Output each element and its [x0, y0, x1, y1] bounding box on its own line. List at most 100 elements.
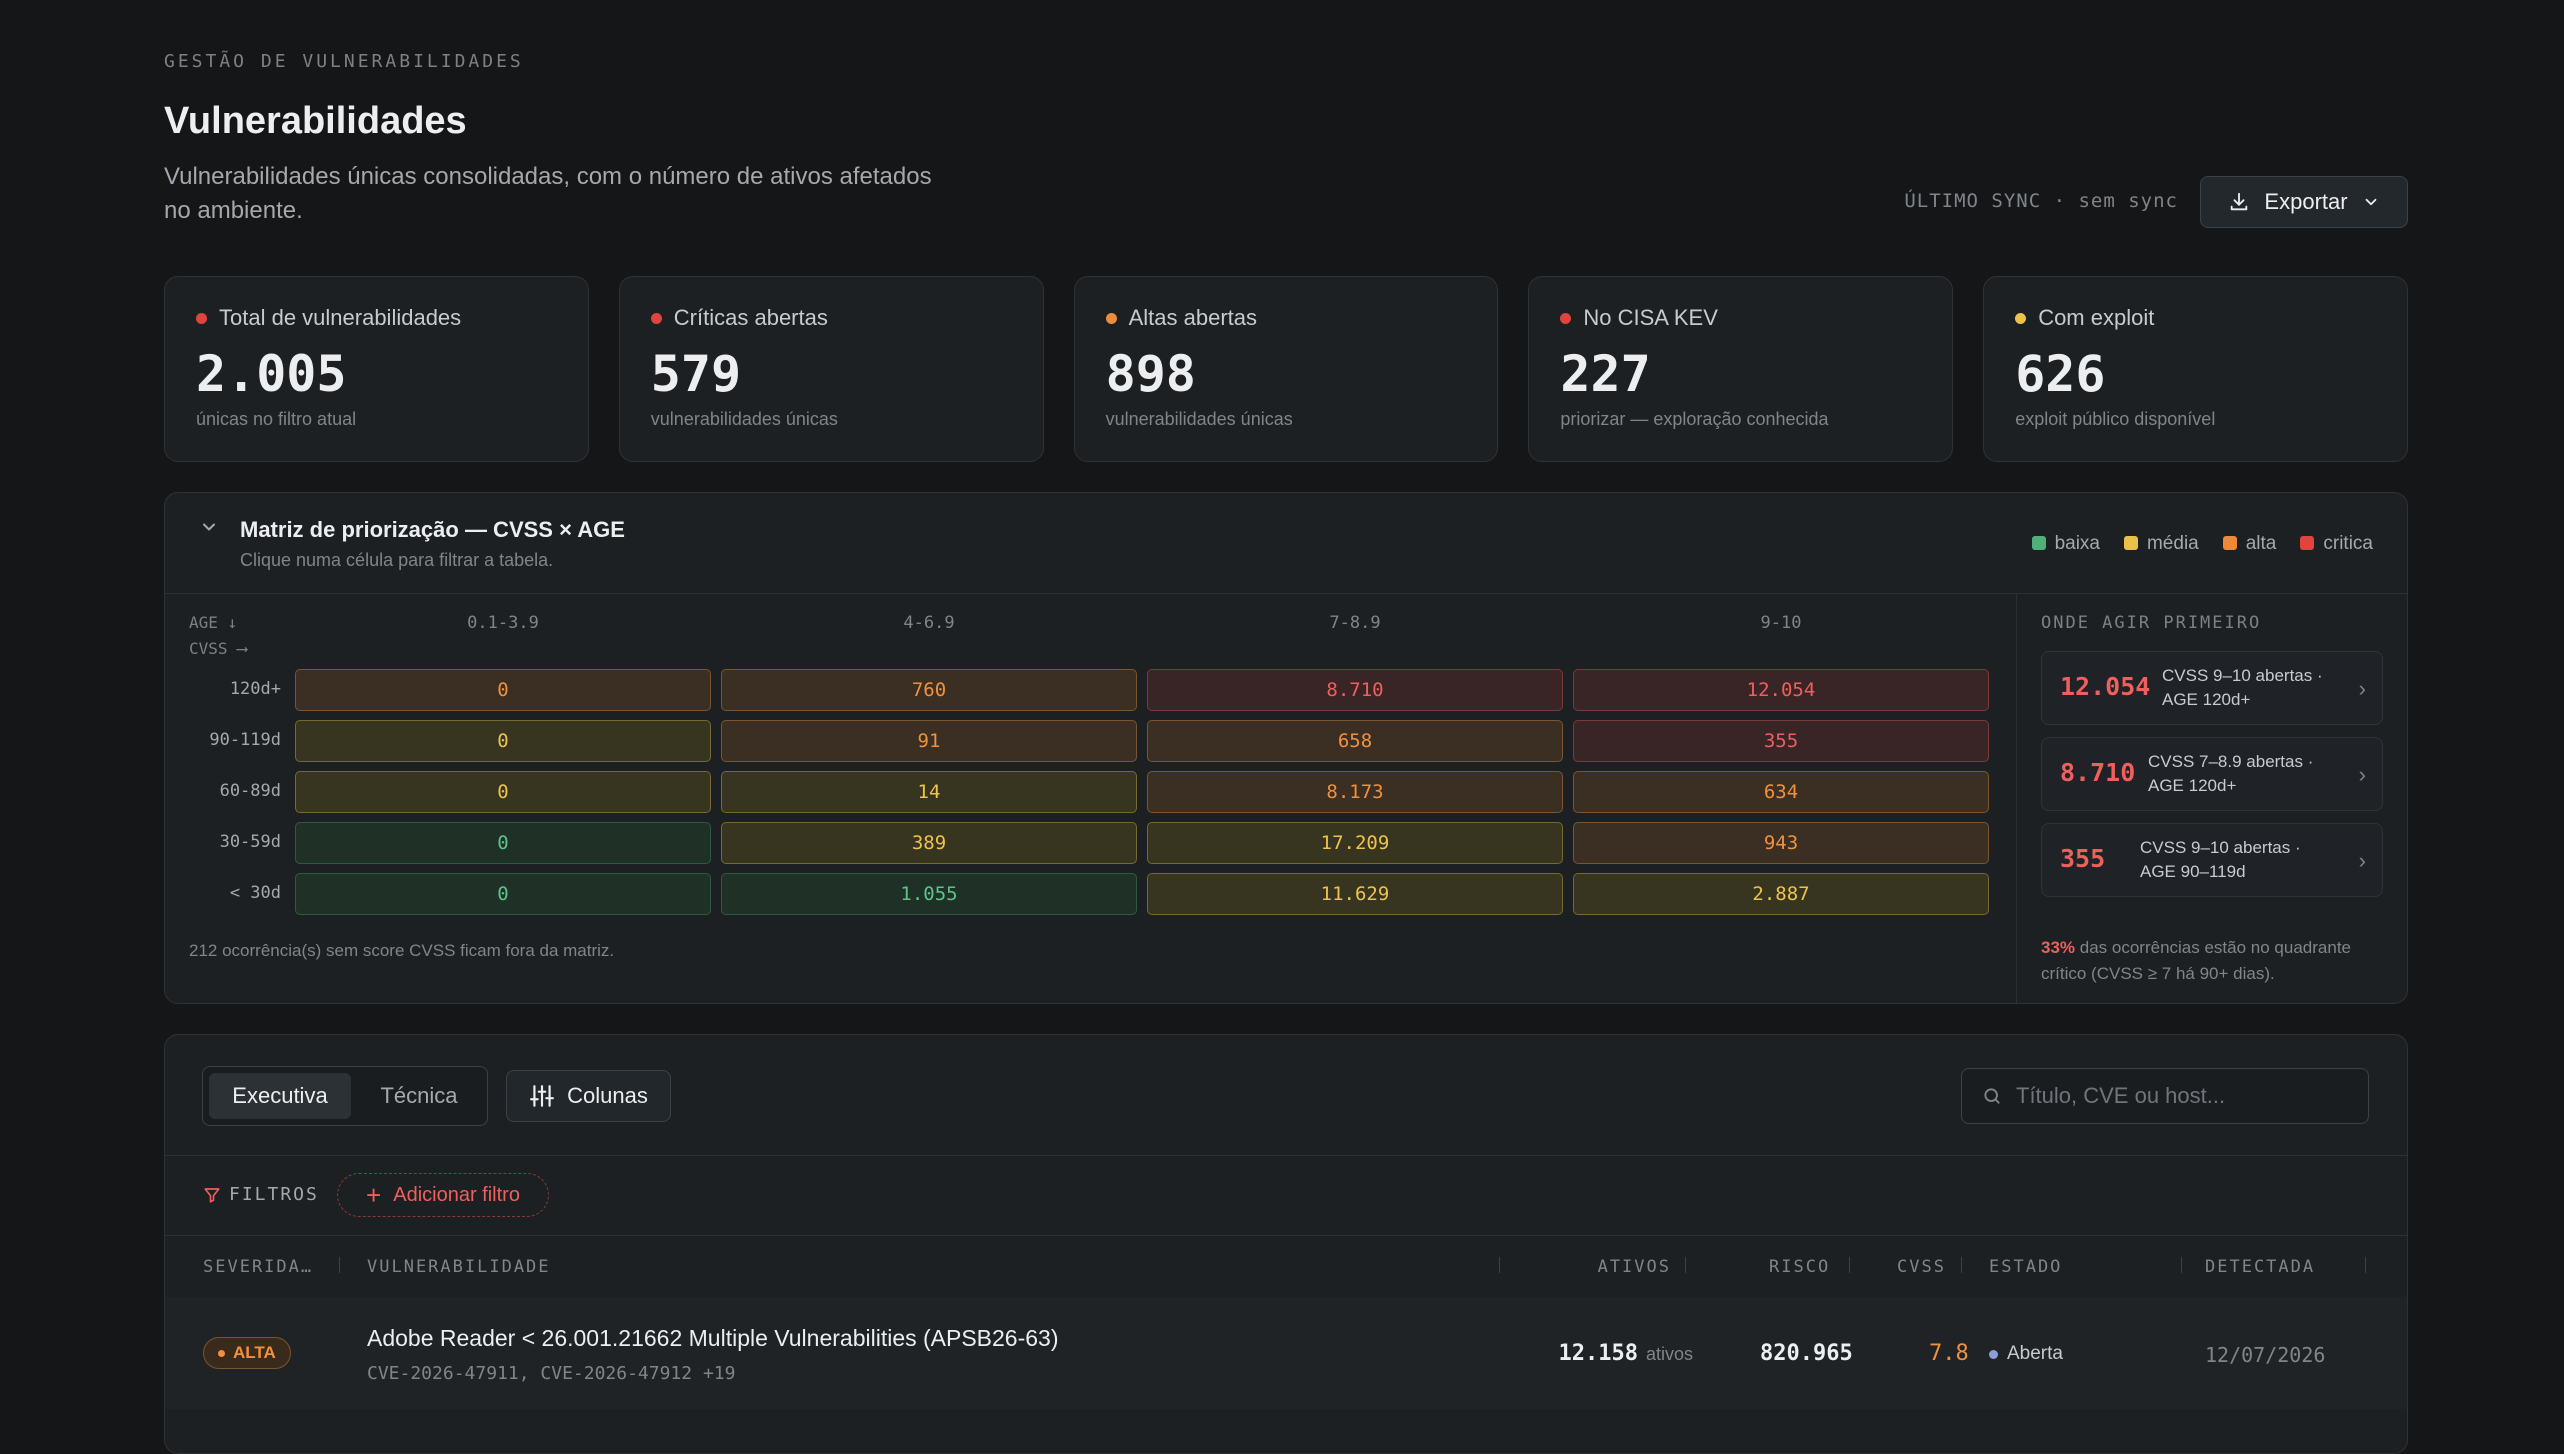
matrix-row-header: 120d+	[229, 679, 281, 699]
matrix-footnote: 212 ocorrência(s) sem score CVSS ficam f…	[189, 941, 615, 960]
tab-tecnica[interactable]: Técnica	[380, 1083, 458, 1108]
priority-action[interactable]: 355 CVSS 9–10 abertas · AGE 90–119d ›	[2041, 823, 2383, 897]
add-filter-button[interactable]: + Adicionar filtro	[337, 1173, 549, 1217]
legend-swatch	[2222, 536, 2237, 550]
cvss-axis-label: CVSS ⟶	[189, 639, 247, 658]
search-box[interactable]	[1961, 1068, 2369, 1124]
matrix-cell[interactable]: 12.054	[1573, 669, 1989, 711]
page-subtitle: Vulnerabilidades únicas consolidadas, co…	[164, 163, 932, 224]
table-toolbar: Executiva Técnica Colunas	[165, 1035, 2407, 1156]
action-value: 355	[2060, 844, 2106, 873]
chevron-right-icon: ›	[2358, 762, 2366, 787]
matrix-legend: baixa média alta critica	[2031, 533, 2373, 555]
header-severity[interactable]: SEVERIDA…	[203, 1257, 314, 1277]
priority-matrix: Matriz de priorização — CVSS × AGE Cliqu…	[164, 492, 2408, 1004]
header-risk[interactable]: RISCO	[1769, 1257, 1831, 1277]
column-divider[interactable]	[1849, 1257, 1850, 1273]
critical-quadrant-note: 33% das ocorrências estão no quadrante c…	[2041, 938, 2351, 983]
kpi-label: Altas abertas	[1128, 305, 1257, 330]
matrix-cell[interactable]: 91	[721, 720, 1137, 762]
kpi-sub: únicas no filtro atual	[196, 409, 357, 429]
header-assets[interactable]: ATIVOS	[1597, 1257, 1671, 1277]
matrix-cell[interactable]: 2.887	[1573, 873, 1989, 915]
status-dot	[650, 312, 662, 324]
filter-icon	[204, 1187, 220, 1203]
column-divider[interactable]	[339, 1257, 340, 1273]
kpi-label: Críticas abertas	[673, 305, 828, 330]
matrix-cell[interactable]: 0	[295, 822, 711, 864]
tab-executiva[interactable]: Executiva	[209, 1073, 351, 1119]
matrix-cell[interactable]: 8.173	[1147, 771, 1563, 813]
matrix-cell[interactable]: 17.209	[1147, 822, 1563, 864]
legend-swatch	[2300, 536, 2315, 550]
matrix-cell[interactable]: 14	[721, 771, 1137, 813]
table-row[interactable]: ALTA Adobe Reader < 26.001.21662 Multipl…	[165, 1297, 2407, 1409]
vulnerability-cves: CVE-2026-47911, CVE-2026-47912 +19	[367, 1363, 736, 1384]
matrix-cell[interactable]: 760	[721, 669, 1137, 711]
header-detected[interactable]: DETECTADA	[2205, 1257, 2316, 1277]
legend-swatch	[2031, 536, 2046, 550]
assets-unit: ativos	[1645, 1344, 1693, 1364]
kpi-row: Total de vulnerabilidades 2.005 únicas n…	[164, 276, 2408, 462]
matrix-header[interactable]: Matriz de priorização — CVSS × AGE Cliqu…	[165, 493, 2407, 594]
matrix-cell[interactable]: 8.710	[1147, 669, 1563, 711]
column-divider[interactable]	[2365, 1257, 2366, 1273]
matrix-cell[interactable]: 0	[295, 669, 711, 711]
header-vulnerability[interactable]: VULNERABILIDADE	[367, 1257, 551, 1277]
matrix-column-header: 0.1-3.9	[467, 613, 539, 633]
detected-date: 12/07/2026	[2205, 1343, 2326, 1367]
matrix-cell[interactable]: 658	[1147, 720, 1563, 762]
priority-action[interactable]: 12.054 CVSS 9–10 abertas · AGE 120d+ ›	[2041, 651, 2383, 725]
column-divider[interactable]	[2181, 1257, 2182, 1273]
act-first-panel: ONDE AGIR PRIMEIRO 12.054 CVSS 9–10 aber…	[2016, 593, 2407, 1003]
matrix-cell[interactable]: 0	[295, 720, 711, 762]
vulnerability-title[interactable]: Adobe Reader < 26.001.21662 Multiple Vul…	[367, 1325, 1059, 1351]
matrix-cell[interactable]: 0	[295, 873, 711, 915]
assets-count: 12.158 ativos	[1558, 1341, 1693, 1366]
kpi-label: No CISA KEV	[1583, 305, 1718, 330]
action-value: 12.054	[2060, 672, 2151, 701]
kpi-label: Com exploit	[2038, 305, 2155, 330]
page-eyebrow: GESTÃO DE VULNERABILIDADES	[164, 51, 524, 72]
matrix-cell[interactable]: 389	[721, 822, 1137, 864]
matrix-cell[interactable]: 634	[1573, 771, 1989, 813]
matrix-cell[interactable]: 1.055	[721, 873, 1137, 915]
matrix-row-header: 30-59d	[219, 832, 281, 852]
kpi-card: No CISA KEV 227 priorizar — exploração c…	[1528, 276, 1954, 462]
action-text: CVSS 9–10 abertas · AGE 90–119d	[2140, 838, 2301, 881]
download-icon	[2231, 192, 2248, 211]
matrix-subtitle: Clique numa célula para filtrar a tabela…	[240, 550, 554, 570]
action-text: CVSS 9–10 abertas · AGE 120d+	[2162, 666, 2323, 709]
header-cvss[interactable]: CVSS	[1897, 1257, 1946, 1277]
status-dot	[196, 312, 207, 324]
matrix-column-header: 7-8.9	[1329, 613, 1381, 633]
columns-label: Colunas	[567, 1083, 648, 1108]
kpi-card: Com exploit 626 exploit público disponív…	[1983, 276, 2408, 462]
chevron-right-icon: ›	[2358, 848, 2366, 873]
search-input[interactable]	[2014, 1082, 2358, 1110]
add-filter-label: Adicionar filtro	[393, 1183, 520, 1206]
action-text: CVSS 7–8.9 abertas · AGE 120d+	[2148, 752, 2314, 795]
columns-button[interactable]: Colunas	[506, 1070, 671, 1122]
header-state[interactable]: ESTADO	[1989, 1257, 2063, 1277]
matrix-cell[interactable]: 355	[1573, 720, 1989, 762]
priority-action[interactable]: 8.710 CVSS 7–8.9 abertas · AGE 120d+ ›	[2041, 737, 2383, 811]
matrix-grid: AGE ↓ CVSS ⟶ 0.1-3.9 4-6.9 7-8.9 9-10 12…	[165, 593, 2016, 1003]
severity-badge: ALTA	[203, 1337, 291, 1369]
state-indicator: Aberta	[1989, 1343, 2063, 1365]
column-divider[interactable]	[1499, 1257, 1500, 1273]
matrix-cell[interactable]: 943	[1573, 822, 1989, 864]
act-first-title: ONDE AGIR PRIMEIRO	[2041, 613, 2262, 633]
legend-swatch	[2123, 536, 2138, 550]
legend-item: baixa	[2031, 533, 2100, 555]
matrix-cell[interactable]: 0	[295, 771, 711, 813]
chevron-down-icon[interactable]	[199, 517, 219, 537]
column-divider[interactable]	[1961, 1257, 1962, 1273]
kpi-sub: vulnerabilidades únicas	[1105, 409, 1293, 429]
export-button[interactable]: Exportar	[2200, 176, 2408, 228]
kpi-sub: exploit público disponível	[2015, 409, 2216, 429]
matrix-cell[interactable]: 11.629	[1147, 873, 1563, 915]
filters-label: FILTROS	[203, 1184, 319, 1205]
column-divider[interactable]	[1685, 1257, 1686, 1273]
status-dot	[1105, 312, 1117, 324]
